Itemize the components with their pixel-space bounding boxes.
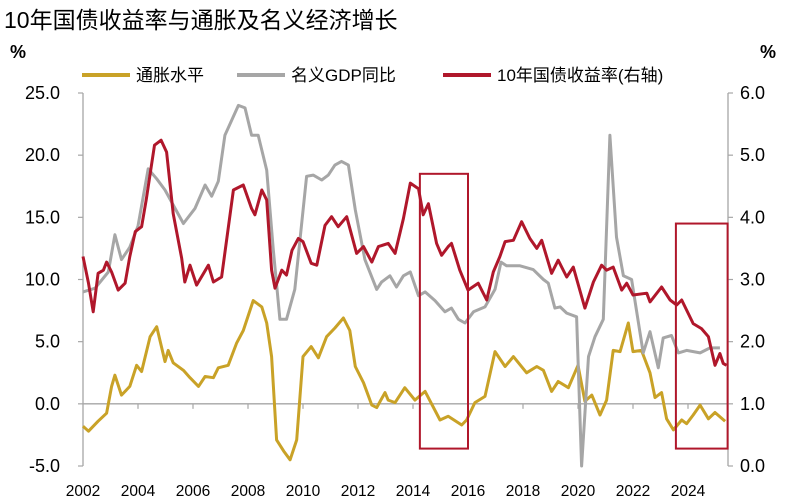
- right-axis-unit: %: [760, 42, 776, 62]
- left-tick-label: 0.0: [35, 394, 60, 414]
- x-tick-label: 2004: [121, 483, 156, 500]
- right-tick-label: 3.0: [740, 270, 765, 290]
- chart-title: 10年国债收益率与通胀及名义经济增长: [4, 7, 398, 33]
- x-tick-label: 2006: [176, 483, 210, 500]
- left-tick-label: 10.0: [25, 270, 60, 290]
- right-tick-label: 0.0: [740, 456, 765, 476]
- x-tick-label: 2008: [231, 483, 265, 500]
- annotations: [418, 172, 729, 450]
- legend: 通胀水平 名义GDP同比 10年国债收益率(右轴): [82, 66, 663, 85]
- x-tick-label: 2020: [561, 483, 596, 500]
- series-group: [81, 103, 728, 468]
- legend-label-inflation: 通胀水平: [136, 66, 204, 85]
- legend-label-bond-yield: 10年国债收益率(右轴): [497, 66, 663, 85]
- highlight-box-2: [674, 222, 729, 450]
- right-tick-label: 5.0: [740, 145, 765, 165]
- right-tick-label: 4.0: [740, 207, 765, 227]
- left-tick-label: 25.0: [25, 83, 60, 103]
- x-tick-label: 2016: [451, 483, 485, 500]
- left-tick-label: -5.0: [29, 456, 60, 476]
- axes: 25.0 20.0 15.0 10.0 5.0 0.0 -5.0 6.0 5.0 4.0 3.0 2.…: [25, 83, 765, 500]
- right-tick-label: 6.0: [740, 83, 765, 103]
- x-tick-label: 2002: [66, 483, 100, 500]
- x-tick-label: 2012: [341, 483, 375, 500]
- highlight-box-1: [418, 172, 469, 450]
- x-tick-label: 2010: [286, 483, 321, 500]
- legend-label-nominal-gdp: 名义GDP同比: [291, 66, 396, 85]
- left-axis-unit: %: [10, 42, 26, 62]
- x-tick-label: 2024: [671, 483, 706, 500]
- right-tick-label: 2.0: [740, 332, 765, 352]
- left-tick-label: 15.0: [25, 207, 60, 227]
- series-line-bond-yield: [81, 138, 728, 367]
- series-line-inflation: [81, 299, 727, 462]
- left-tick-label: 5.0: [35, 332, 60, 352]
- series-line-nominal-gdp: [82, 103, 720, 468]
- x-tick-label: 2022: [616, 483, 650, 500]
- x-tick-label: 2018: [506, 483, 540, 500]
- right-tick-label: 1.0: [740, 394, 765, 414]
- x-tick-label: 2014: [396, 483, 431, 500]
- left-tick-label: 20.0: [25, 145, 60, 165]
